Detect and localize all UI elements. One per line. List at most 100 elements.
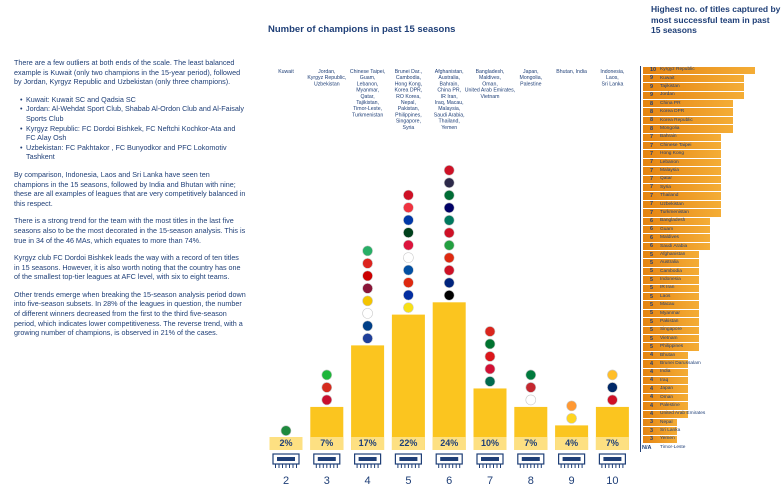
rank-country: Nepal [660,419,673,425]
value-label-2: 2% [279,438,292,448]
list-item: Kuwait: Kuwait SC and Qadsia SC [20,95,246,105]
rank-bar [643,192,722,200]
rank-value: 8 [650,125,654,132]
label-band-4 [351,437,385,450]
rank-country: India [660,369,671,375]
rank-country: Korea Republic [660,117,693,123]
list-item: 7 Turkmenistan [641,209,771,217]
tick-label-6: 6 [446,475,452,487]
label-band-8 [514,437,548,450]
flag-icon [443,177,455,189]
rank-country: Chinese Taipei [660,142,692,148]
list-item: 5 Afghanistan [641,251,771,259]
paragraph-subsets: Other trends emerge when breaking the 15… [14,289,246,338]
rank-value: 4 [650,385,654,392]
tick-label-5: 5 [405,475,411,487]
champions-bar-chart: 2% Kuwait 2 7% Jordan, Kyrgyz Republic, Uzbeki… [269,69,629,487]
label-band-3 [310,437,344,450]
rank-country: Syria [660,184,671,190]
flag-icon [443,215,455,226]
list-item: 8 China PR [641,100,771,108]
rank-value: 6 [650,234,654,241]
rank-bar [643,242,711,251]
rank-bar [643,385,688,393]
rank-country: Japan [660,386,674,392]
country-list-2: Kuwait [278,69,294,75]
stadium-stand [521,457,540,461]
flag-icon [280,425,292,436]
flag-icon [443,240,455,251]
tick-label-2: 2 [283,475,289,487]
rank-country: Korea DPR [660,109,685,115]
rank-bar [643,108,733,116]
list-item: 4 Palestine [641,402,771,410]
flag-icon [362,258,373,269]
rank-value: 6 [650,218,654,225]
list-item: 5 Myanmar [641,309,771,318]
rank-bar [643,301,699,309]
list-item: 9 Tajikistan [641,83,771,91]
flag-icon [525,369,537,381]
flag-icon [362,333,373,344]
stadium-icon [517,453,545,468]
flag-icon [484,338,496,350]
list-item: 5 Australia [641,259,771,267]
list-item: 7 Malaysia [641,167,771,175]
rank-country: Timor-Leste [660,444,686,450]
rank-country: Myanmar [660,310,680,316]
list-item: 4 Iraq [641,376,771,385]
rank-bar [643,83,744,91]
flag-icon [443,265,455,276]
rank-bar [643,234,711,242]
rank-bar [643,318,699,326]
rank-bar [643,418,677,427]
list-item: 7 Uzbekistan [641,200,771,209]
rank-value: 5 [650,276,654,283]
list-item: 4 United Arab Emirates [641,410,771,418]
rank-value: 4 [650,394,654,401]
rank-value: 7 [650,150,654,157]
rank-bar [643,125,733,133]
flag-icon [607,394,618,406]
list-item: 7 Bahrain [641,133,771,142]
rank-bar [643,74,744,83]
country-list-5: Brunei Dar., Cambodia, Hong Kong, Korea DPR… [395,69,423,131]
list-item: 9 Jordan [641,91,771,100]
stadium-stand [317,457,336,461]
rank-bar [643,150,722,158]
value-label-3: 7% [320,438,333,448]
rank-country: Indonesia [660,277,681,283]
champion-list: Kuwait: Kuwait SC and Qadsia SC Jordan: … [14,95,246,162]
list-item: Uzbekistan: FC Pakhtakor , FC Bunyodkor … [20,143,246,162]
rank-country: Palestine [660,402,680,408]
flag-icon [321,394,333,406]
rank-country: Yemen [660,436,675,442]
country-list-6: Afghanistan, Australia, Bahrain, China PR, I… [434,69,465,131]
list-item: 5 Singapore [641,326,771,334]
rank-country: Qatar [660,176,672,182]
list-item: 7 Chinese Taipei [641,142,771,150]
rank-bar [643,360,688,368]
flag-icon [484,326,496,337]
rank-value: 5 [650,268,654,275]
flag-icon [484,351,496,362]
list-item: 8 Korea DPR [641,108,771,116]
rank-value: 6 [650,243,654,250]
rank-bar [643,402,688,410]
stadium-icon [435,453,463,468]
rank-value: N/A [642,444,652,451]
rank-country: Afghanistan [660,251,686,257]
list-item: 4 Oman [641,393,771,402]
flag-icon [607,369,618,381]
rank-value: 7 [650,176,654,183]
rank-country: Hong Kong [660,151,685,157]
flag-icon [403,264,414,276]
rank-value: 4 [650,369,654,376]
flag-icon [403,277,414,288]
rank-value: 4 [650,402,654,409]
country-list-8: Japan, Mongolia, Palestine [520,69,543,87]
rank-value: 10 [650,67,657,73]
tick-label-7: 7 [487,475,493,487]
flag-icon [403,227,414,238]
rank-bar [643,410,688,418]
